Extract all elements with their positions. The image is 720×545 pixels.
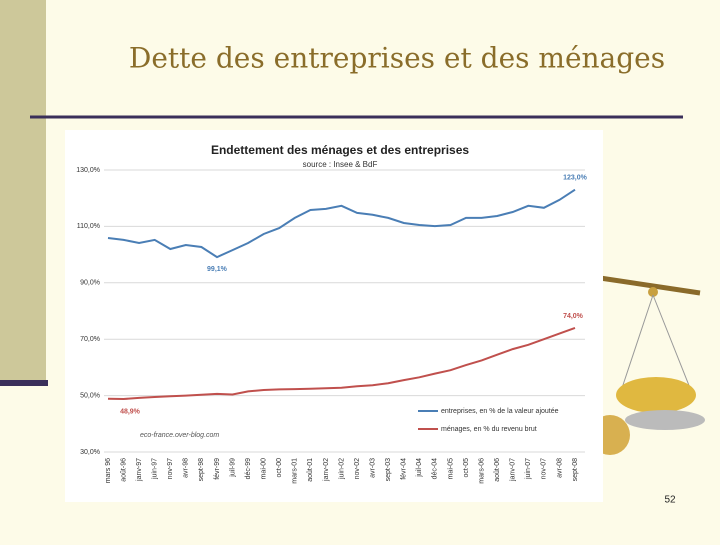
- x-tick-label: juin-97: [152, 458, 159, 480]
- x-tick-label: sept-03: [385, 458, 392, 481]
- x-tick-label: févr-99: [214, 458, 221, 480]
- x-tick-label: sept-98: [198, 458, 205, 481]
- annotation: 123,0%: [563, 175, 588, 182]
- watermark: eco-france.over-blog.com: [140, 432, 219, 439]
- x-tick-label: mars-06: [478, 458, 485, 484]
- x-tick-label: avr-03: [369, 458, 376, 478]
- x-tick-label: nov-02: [354, 458, 361, 480]
- x-tick-label: mai-00: [261, 458, 268, 480]
- x-tick-label: juil-99: [229, 458, 236, 478]
- series-line: [107, 326, 576, 401]
- annotation: 99,1%: [207, 266, 228, 273]
- x-tick-label: oct-00: [276, 458, 283, 478]
- x-tick-label: nov-07: [541, 458, 548, 480]
- x-tick-label: avr-08: [556, 458, 563, 478]
- x-tick-label: mars 96: [105, 458, 112, 483]
- chart-subtitle: source : Insee & BdF: [303, 160, 378, 169]
- x-tick-label: juin-07: [525, 458, 532, 480]
- annotation: 48,9%: [120, 409, 141, 416]
- x-tick-label: juin-02: [338, 458, 345, 480]
- x-tick-label: avr-98: [183, 458, 190, 478]
- y-tick-label: 110,0%: [77, 223, 100, 230]
- x-tick-label: août-96: [120, 458, 127, 482]
- y-tick-label: 30,0%: [80, 449, 100, 456]
- x-tick-label: mars-01: [292, 458, 299, 484]
- y-tick-label: 50,0%: [80, 392, 100, 399]
- page-number: 52: [664, 495, 676, 506]
- x-tick-label: juil-04: [416, 458, 423, 478]
- x-tick-label: mai-05: [447, 458, 454, 480]
- x-tick-label: janv-97: [136, 458, 143, 482]
- side-rule: [0, 380, 48, 386]
- x-tick-label: déc-04: [432, 458, 439, 480]
- y-tick-label: 130,0%: [76, 167, 100, 174]
- series-line: [107, 188, 576, 259]
- x-tick-label: sept-08: [572, 458, 579, 481]
- x-tick-label: août-01: [307, 458, 314, 482]
- x-tick-label: août-06: [494, 458, 501, 482]
- x-tick-label: oct-05: [463, 458, 470, 478]
- legend-label: entreprises, en % de la valeur ajoutée: [441, 408, 559, 415]
- x-tick-label: nov-97: [167, 458, 174, 480]
- x-tick-label: déc-99: [245, 458, 252, 480]
- y-tick-label: 70,0%: [80, 336, 100, 343]
- x-tick-label: févr-04: [401, 458, 408, 480]
- y-tick-label: 90,0%: [80, 280, 100, 287]
- side-band: [0, 0, 46, 385]
- slide-title: Dette des entreprises et des ménages: [129, 42, 665, 75]
- balance-decoration: [590, 275, 705, 455]
- chart-image: [65, 130, 603, 502]
- annotation: 74,0%: [563, 313, 584, 320]
- x-tick-label: janv-07: [510, 458, 517, 482]
- chart-title: Endettement des ménages et des entrepris…: [211, 143, 469, 157]
- legend-label: ménages, en % du revenu brut: [441, 426, 537, 433]
- x-tick-label: janv-02: [323, 458, 330, 482]
